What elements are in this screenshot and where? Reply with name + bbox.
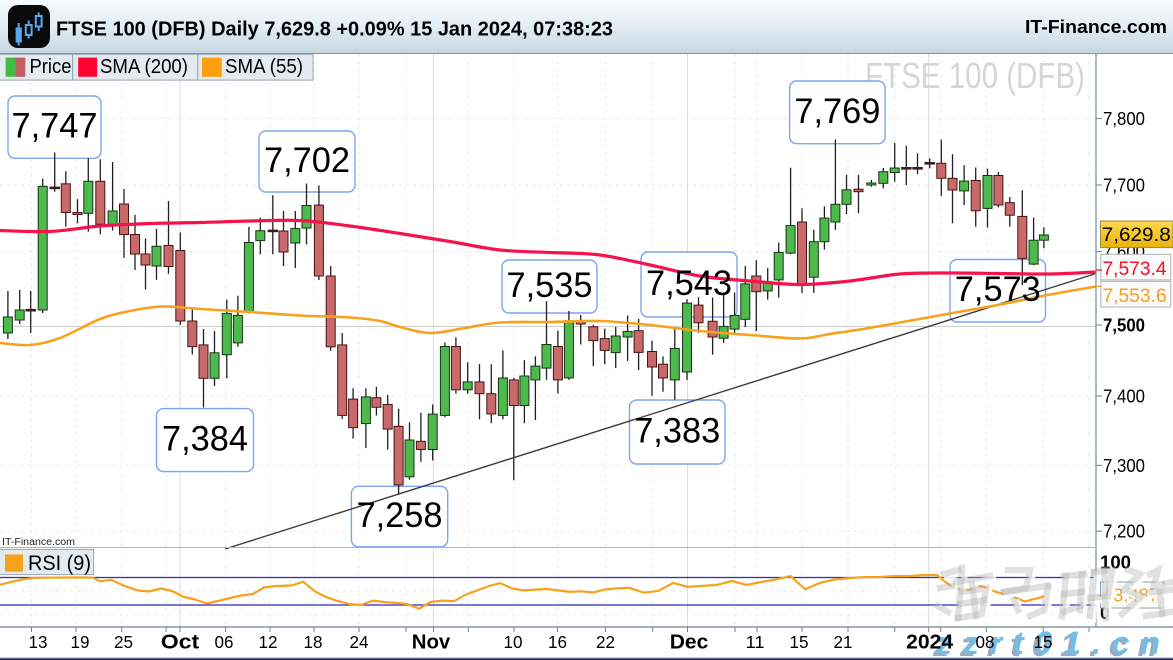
- svg-text:13: 13: [29, 632, 48, 652]
- svg-text:7,747: 7,747: [12, 107, 98, 146]
- svg-text:SMA (55): SMA (55): [225, 56, 303, 78]
- svg-text:11: 11: [746, 632, 765, 652]
- svg-text:2024: 2024: [906, 631, 954, 654]
- svg-text:zzrt01.cn: zzrt01.cn: [935, 625, 1160, 660]
- svg-text:Dec: Dec: [670, 631, 709, 654]
- svg-text:22: 22: [596, 632, 615, 652]
- svg-text:0: 0: [1100, 603, 1110, 623]
- svg-text:7,700: 7,700: [1103, 176, 1145, 196]
- svg-text:25: 25: [114, 632, 133, 652]
- svg-text:7,500: 7,500: [1103, 316, 1145, 336]
- svg-text:7,383: 7,383: [634, 412, 720, 451]
- svg-text:FTSE 100 (DFB): FTSE 100 (DFB): [865, 55, 1085, 96]
- svg-text:21: 21: [834, 632, 853, 652]
- svg-text:FTSE 100 (DFB) Daily 7,629.8 +: FTSE 100 (DFB) Daily 7,629.8 +0.09% 15 J…: [56, 19, 613, 41]
- svg-text:06: 06: [215, 632, 234, 652]
- svg-text:7,553.6: 7,553.6: [1103, 285, 1167, 307]
- svg-text:10: 10: [504, 632, 523, 652]
- svg-text:zzrt01.cn: zzrt01.cn: [932, 627, 1157, 660]
- svg-text:08: 08: [976, 632, 995, 652]
- svg-text:7,535: 7,535: [507, 266, 593, 305]
- svg-text:7,543: 7,543: [646, 264, 732, 303]
- svg-text:19: 19: [71, 632, 90, 652]
- svg-text:7,300: 7,300: [1103, 456, 1145, 476]
- svg-text:7,384: 7,384: [162, 420, 248, 459]
- svg-text:7,573: 7,573: [955, 270, 1041, 309]
- svg-text:12: 12: [259, 632, 278, 652]
- svg-text:18: 18: [304, 632, 323, 652]
- svg-text:7,800: 7,800: [1103, 109, 1145, 129]
- svg-text:RSI (9): RSI (9): [28, 552, 91, 575]
- svg-text:IT-Finance.com: IT-Finance.com: [1025, 17, 1167, 37]
- svg-text:7,629.8: 7,629.8: [1102, 224, 1171, 246]
- svg-text:7,400: 7,400: [1103, 387, 1145, 407]
- svg-text:Price: Price: [30, 56, 72, 78]
- svg-text:16: 16: [548, 632, 567, 652]
- svg-text:Nov: Nov: [412, 631, 451, 654]
- svg-text:7,573.4: 7,573.4: [1103, 258, 1167, 280]
- svg-text:7,258: 7,258: [357, 496, 443, 535]
- svg-text:SMA (200): SMA (200): [100, 56, 188, 78]
- svg-text:24: 24: [350, 632, 369, 652]
- svg-text:7,769: 7,769: [794, 92, 880, 131]
- svg-text:7,702: 7,702: [264, 141, 350, 180]
- svg-text:IT-Finance.com: IT-Finance.com: [2, 537, 75, 548]
- svg-text:100: 100: [1100, 553, 1131, 573]
- svg-text:Oct: Oct: [161, 631, 200, 654]
- svg-text:15: 15: [1034, 632, 1053, 652]
- svg-text:15: 15: [790, 632, 809, 652]
- svg-text:7,200: 7,200: [1103, 522, 1145, 542]
